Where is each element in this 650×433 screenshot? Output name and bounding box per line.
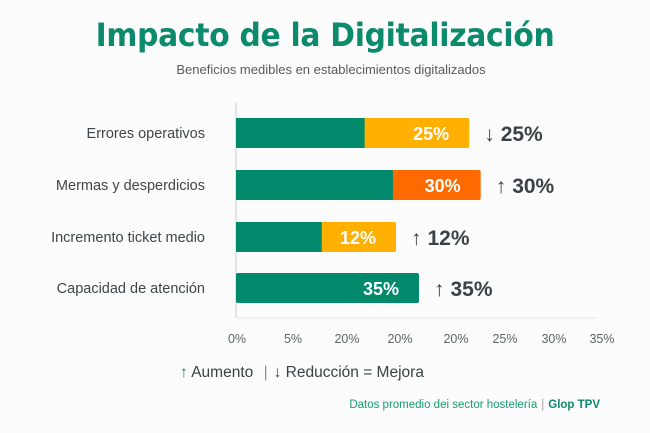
chart-labels: Errores operativos 25% ↓ 25% Mermas y desper… bbox=[51, 123, 554, 301]
change-value: 30% bbox=[512, 175, 554, 198]
bar-value-label: 30% bbox=[425, 176, 461, 196]
bar-segment-highlight bbox=[388, 170, 481, 200]
arrow-up-icon: ↑ bbox=[434, 278, 445, 301]
change-value: 35% bbox=[451, 278, 493, 301]
footer: Datos promedio dei sector hostelería | Glo… bbox=[349, 399, 600, 411]
chart-bars bbox=[236, 118, 481, 303]
change-value: 12% bbox=[427, 227, 469, 250]
bar-value-label: 25% bbox=[413, 124, 449, 144]
bar-segment-base bbox=[236, 222, 322, 252]
x-tick-label: 20% bbox=[334, 332, 359, 346]
arrow-down-icon: ↓ bbox=[273, 364, 282, 381]
category-label: Mermas y desperdicios bbox=[56, 178, 205, 194]
change-label: ↓ 25% bbox=[484, 123, 543, 146]
change-label: ↑ 35% bbox=[434, 278, 493, 301]
bar-segment-highlight bbox=[360, 118, 470, 148]
category-label: Incremento ticket medio bbox=[51, 230, 205, 246]
x-tick-label: 20% bbox=[443, 332, 468, 346]
legend-reduccion: Reducción = Mejora bbox=[285, 364, 424, 381]
footer-brand: Glop TPV bbox=[548, 399, 600, 411]
x-tick-label: 5% bbox=[284, 332, 302, 346]
x-axis-ticks: 0% 5% 20% 20% 20% 25% 30% 35% bbox=[228, 332, 615, 346]
chart-title: Impacto de la Digitalización bbox=[95, 16, 555, 54]
chart-subtitle: Beneficios medibles en establecimientos … bbox=[176, 62, 486, 77]
change-label: ↑ 30% bbox=[496, 175, 555, 198]
category-label: Capacidad de atención bbox=[57, 281, 205, 297]
arrow-up-icon: ↑ bbox=[180, 364, 188, 381]
footer-source: Datos promedio dei sector hostelería bbox=[349, 399, 538, 411]
x-tick-label: 25% bbox=[492, 332, 517, 346]
bar-segment-base bbox=[236, 170, 393, 200]
x-tick-label: 0% bbox=[228, 332, 246, 346]
legend-separator: | bbox=[263, 364, 268, 381]
footer-separator: | bbox=[541, 399, 545, 411]
bar-segment-base bbox=[236, 118, 365, 148]
arrow-up-icon: ↑ bbox=[496, 175, 507, 198]
legend: ↑ Aumento | ↓ Reducción = Mejora bbox=[180, 364, 424, 382]
bar-segment-base bbox=[236, 273, 419, 303]
category-label: Errores operativos bbox=[87, 126, 205, 142]
x-tick-label: 30% bbox=[541, 332, 566, 346]
x-tick-label: 35% bbox=[589, 332, 614, 346]
change-value: 25% bbox=[501, 123, 543, 146]
x-tick-label: 20% bbox=[387, 332, 412, 346]
bar-value-label: 12% bbox=[340, 228, 376, 248]
change-label: ↑ 12% bbox=[411, 227, 470, 250]
legend-aumento: Aumento bbox=[191, 364, 254, 381]
bar-segment-highlight bbox=[317, 222, 396, 252]
arrow-down-icon: ↓ bbox=[484, 123, 495, 146]
arrow-up-icon: ↑ bbox=[411, 227, 422, 250]
bar-value-label: 35% bbox=[363, 279, 399, 299]
